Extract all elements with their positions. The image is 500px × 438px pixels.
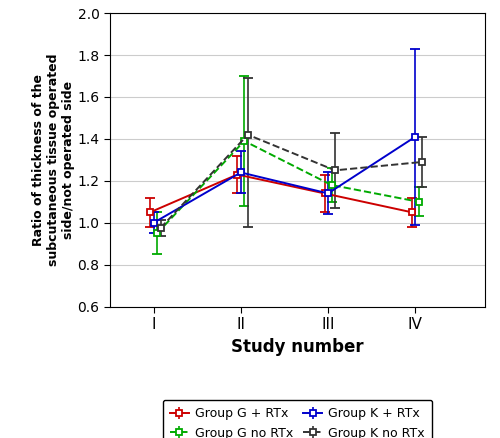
X-axis label: Study number: Study number bbox=[231, 338, 364, 356]
Legend: Group G + RTx, Group G no RTx, Group K + RTx, Group K no RTx: Group G + RTx, Group G no RTx, Group K +… bbox=[162, 400, 432, 438]
Y-axis label: Ratio of thickness of the
subcutaneous tissue operated
side/not operated side: Ratio of thickness of the subcutaneous t… bbox=[32, 53, 74, 266]
